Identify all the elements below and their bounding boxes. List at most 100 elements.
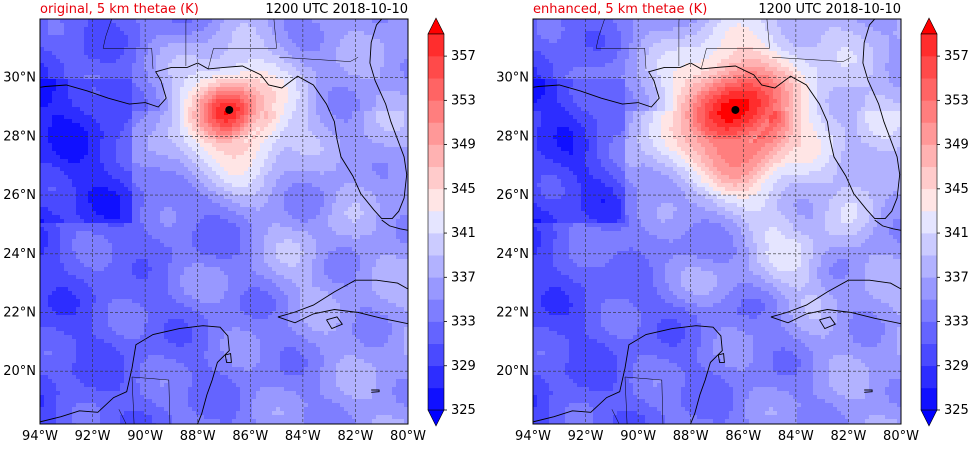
colorbar-segment — [921, 144, 937, 168]
colorbar-segment — [921, 299, 937, 322]
panel-original: original, 5 km thetae (K) 1200 UTC 2018-… — [3, 2, 476, 444]
colorbar-extend-max — [427, 17, 445, 35]
x-tick-label: 80°W — [883, 429, 919, 444]
colorbar-segment — [921, 122, 937, 145]
x-tick-label: 90°W — [620, 429, 656, 444]
x-tick-label: 84°W — [778, 429, 814, 444]
y-tick-label: 28°N — [496, 129, 529, 144]
x-tick-label: 86°W — [232, 429, 268, 444]
x-tick-label: 82°W — [337, 429, 373, 444]
y-tick-label: 22°N — [3, 305, 36, 320]
y-tick-label: 26°N — [496, 188, 529, 203]
colorbar-tick-label: 345 — [944, 182, 969, 197]
colorbar-tick-label: 357 — [451, 49, 476, 64]
colorbar-segment — [921, 78, 937, 101]
colorbar-segment — [428, 365, 444, 389]
colorbar-segment — [428, 56, 444, 79]
colorbar-segment — [428, 188, 444, 212]
colorbar-tick-label: 353 — [451, 93, 476, 108]
colorbar-tick-label: 341 — [451, 226, 476, 241]
coastlines — [40, 19, 408, 424]
plot-frame — [532, 18, 902, 425]
colorbar-tick-label: 333 — [944, 315, 969, 330]
colorbar-segment — [428, 233, 444, 256]
colorbar-tick-label: 329 — [451, 359, 476, 374]
colorbar-segment — [921, 166, 937, 190]
panel-enhanced: enhanced, 5 km thetae (K) 1200 UTC 2018-… — [493, 0, 972, 449]
thetae-field — [533, 19, 901, 424]
storm-center-marker — [731, 105, 740, 114]
colorbar-segment — [428, 387, 444, 411]
colorbar-extend-min — [920, 409, 938, 427]
thetae-map-original: 94°W 92°W 90°W 88°W 86°W 84°W 82°W 80°W 20°N 22°N… — [3, 17, 476, 444]
colorbar-segment — [428, 166, 444, 190]
colorbar-segment — [921, 188, 937, 212]
y-tick-label: 30°N — [3, 71, 36, 86]
x-tick-label: 92°W — [75, 429, 111, 444]
colorbar-segment — [428, 210, 444, 234]
panel-time-label: 1200 UTC 2018-10-10 — [758, 2, 901, 17]
y-tick-label: 20°N — [496, 364, 529, 379]
y-tick-label: 22°N — [496, 305, 529, 320]
colorbar-tick-label: 337 — [944, 270, 969, 285]
colorbar-segment — [428, 34, 444, 57]
colorbar-segment — [921, 387, 937, 411]
colorbar-segment — [428, 321, 444, 344]
colorbar-segment — [921, 277, 937, 300]
x-tick-label: 82°W — [830, 429, 866, 444]
colorbar-tick-label: 349 — [451, 138, 476, 153]
y-tick-label: 24°N — [3, 247, 36, 262]
colorbar-segment — [428, 299, 444, 322]
colorbar-segment — [428, 78, 444, 101]
panel-title: enhanced, 5 km thetae (K) — [533, 2, 708, 17]
colorbar-tick-label: 353 — [944, 93, 969, 108]
colorbar-tick-label: 325 — [944, 403, 969, 418]
x-tick-label: 88°W — [180, 429, 216, 444]
colorbar-segment — [921, 56, 937, 79]
colorbar-segment — [921, 210, 937, 234]
colorbar-tick-label: 337 — [451, 270, 476, 285]
y-tick-label: 26°N — [3, 188, 36, 203]
colorbar-segment — [921, 233, 937, 256]
colorbar-segment — [428, 343, 444, 367]
colorbar-segment — [428, 122, 444, 145]
colorbar-segment — [921, 34, 937, 57]
panel-title: original, 5 km thetae (K) — [40, 2, 199, 17]
gridlines — [39, 19, 409, 424]
y-tick-label: 24°N — [496, 247, 529, 262]
x-tick-label: 94°W — [22, 429, 58, 444]
x-tick-label: 90°W — [127, 429, 163, 444]
plot-frame — [39, 18, 409, 425]
colorbar-tick-label: 329 — [944, 359, 969, 374]
coastlines — [533, 19, 901, 424]
colorbar-tick-label: 333 — [451, 315, 476, 330]
colorbar-tick-label: 341 — [944, 226, 969, 241]
x-tick-label: 80°W — [390, 429, 426, 444]
colorbar-segment — [428, 144, 444, 168]
colorbar-tick-label: 349 — [944, 138, 969, 153]
colorbar-tick-label: 325 — [451, 403, 476, 418]
y-tick-label: 20°N — [3, 364, 36, 379]
x-tick-label: 84°W — [285, 429, 321, 444]
x-tick-label: 86°W — [725, 429, 761, 444]
thetae-map-enhanced: 94°W 92°W 90°W 88°W 86°W 84°W 82°W 80°W 20°N 22°N… — [496, 17, 969, 444]
colorbar-segment — [921, 321, 937, 344]
y-tick-label: 30°N — [496, 71, 529, 86]
x-tick-label: 88°W — [673, 429, 709, 444]
colorbar-segment — [921, 343, 937, 367]
colorbar-extend-min — [427, 409, 445, 427]
colorbar-segment — [921, 100, 937, 123]
colorbar-segment — [428, 255, 444, 278]
y-tick-label: 28°N — [3, 129, 36, 144]
colorbar-extend-max — [920, 17, 938, 35]
thetae-field — [40, 19, 408, 424]
x-tick-label: 94°W — [515, 429, 551, 444]
colorbar-tick-label: 357 — [944, 49, 969, 64]
colorbar-segment — [921, 365, 937, 389]
colorbar: 325 329 333 337 341 345 349 353 357 — [427, 17, 476, 427]
storm-center-marker — [225, 105, 234, 114]
panel-time-label: 1200 UTC 2018-10-10 — [265, 2, 408, 17]
colorbar-segment — [428, 100, 444, 123]
colorbar-tick-label: 345 — [451, 182, 476, 197]
colorbar: 325 329 333 337 341 345 349 353 357 — [920, 17, 969, 427]
